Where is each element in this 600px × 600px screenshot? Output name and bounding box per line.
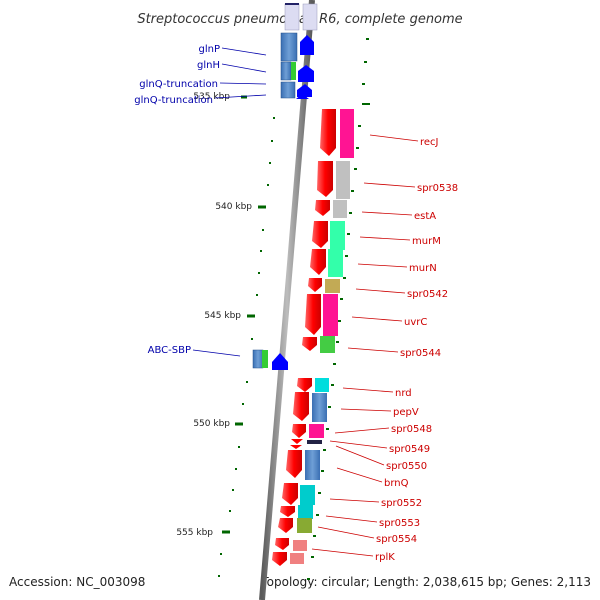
outer-tick-dots [307, 38, 369, 580]
left-labels: glnP glnH glnQ-truncation glnQ-truncatio… [134, 44, 267, 357]
glnQ-arrow-1 [297, 84, 312, 97]
label-spr0542: spr0542 [407, 289, 448, 300]
scale-label-555: 555 kbp [176, 528, 213, 538]
label-glnQ-truncation-1: glnQ-truncation [139, 79, 218, 90]
label-spr0554: spr0554 [376, 534, 417, 545]
scale-label-545: 545 kbp [204, 311, 241, 321]
right-labels: recJ spr0538 estA murM murN spr0542 uvrC spr054… [311, 134, 458, 563]
label-spr0538: spr0538 [417, 183, 458, 194]
inner-tick-dots [218, 117, 275, 577]
label-ABC-SBP: ABC-SBP [148, 345, 191, 356]
glnH-block [280, 61, 292, 81]
gene-blocks-right [272, 109, 354, 566]
genome-backbone [259, 0, 315, 600]
label-murN: murN [409, 263, 437, 274]
label-pepV: pepV [393, 407, 419, 418]
label-estA: estA [414, 211, 436, 222]
gene-cluster-gln [280, 3, 370, 105]
glnH-arrow [298, 65, 314, 82]
recJ-arrow [320, 109, 336, 156]
glnP-block [280, 32, 298, 62]
label-uvrC: uvrC [404, 317, 427, 328]
label-glnH: glnH [197, 60, 220, 71]
scale-ticks: 535 kbp 540 kbp 545 kbp 550 kbp 555 kbp [176, 92, 266, 538]
label-glnQ-truncation-2: glnQ-truncation [134, 95, 213, 106]
map-title: Streptococcus pneumoniae R6, complete ge… [137, 12, 462, 27]
label-spr0552: spr0552 [381, 498, 422, 509]
scale-label-550: 550 kbp [193, 419, 230, 429]
label-spr0548: spr0548 [391, 424, 432, 435]
recJ-block [340, 109, 354, 158]
label-rplK: rplK [375, 552, 395, 563]
label-nrd: nrd [395, 388, 412, 399]
scale-label-540: 540 kbp [215, 202, 252, 212]
label-recJ: recJ [420, 137, 439, 148]
label-spr0550: spr0550 [386, 461, 427, 472]
label-spr0549: spr0549 [389, 444, 430, 455]
glnP-arrow [300, 35, 314, 55]
label-spr0544: spr0544 [400, 348, 441, 359]
label-murM: murM [412, 236, 441, 247]
label-spr0553: spr0553 [379, 518, 420, 529]
glnQ-arrow-2 [296, 94, 309, 99]
label-brnQ: brnQ [384, 478, 409, 489]
accession-text: Accession: NC_003098 [9, 575, 145, 589]
label-glnP: glnP [199, 44, 221, 55]
gene-ABC-SBP [252, 349, 288, 370]
scale-label-535: 535 kbp [193, 92, 230, 102]
topology-text: Topology: circular; Length: 2,038,615 bp… [260, 575, 591, 589]
